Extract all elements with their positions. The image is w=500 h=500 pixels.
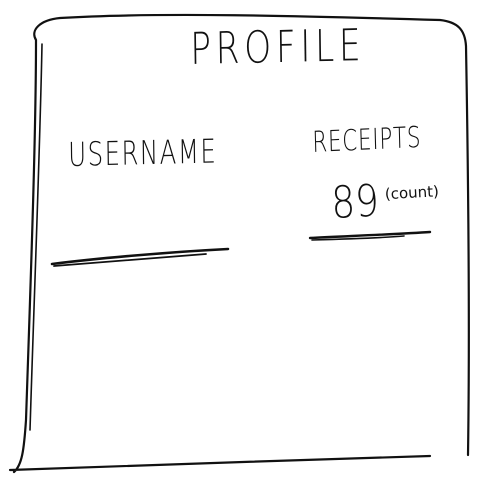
receipts-label: RECEIPTS [311, 119, 422, 159]
receipts-count: 89 [330, 175, 381, 229]
page-title: PROFILE [189, 20, 366, 75]
username-underline-stroke [53, 253, 207, 267]
receipts-underline [308, 230, 432, 240]
receipts-value: 89 (count) [330, 172, 441, 229]
receipts-underline-stroke [311, 235, 405, 241]
username-underline [50, 247, 230, 266]
card-frame-left-edge [29, 43, 43, 431]
card-frame [8, 13, 470, 474]
username-label: USERNAME [67, 131, 218, 174]
receipts-unit: (count) [384, 182, 440, 204]
